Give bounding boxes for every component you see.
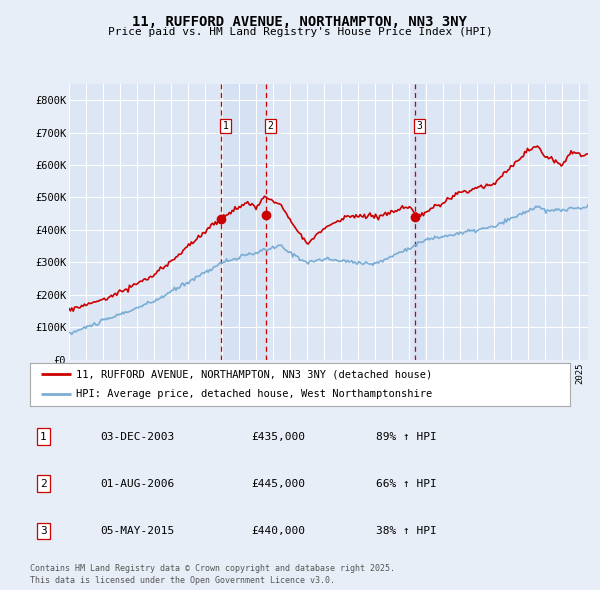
Text: £435,000: £435,000 — [251, 432, 305, 441]
Text: 05-MAY-2015: 05-MAY-2015 — [100, 526, 175, 536]
Text: 2: 2 — [268, 121, 274, 131]
Text: Price paid vs. HM Land Registry's House Price Index (HPI): Price paid vs. HM Land Registry's House … — [107, 27, 493, 37]
Text: 1: 1 — [40, 432, 47, 441]
Text: HPI: Average price, detached house, West Northamptonshire: HPI: Average price, detached house, West… — [76, 389, 432, 399]
Text: 03-DEC-2003: 03-DEC-2003 — [100, 432, 175, 441]
Text: 11, RUFFORD AVENUE, NORTHAMPTON, NN3 3NY: 11, RUFFORD AVENUE, NORTHAMPTON, NN3 3NY — [133, 15, 467, 29]
Text: 11, RUFFORD AVENUE, NORTHAMPTON, NN3 3NY (detached house): 11, RUFFORD AVENUE, NORTHAMPTON, NN3 3NY… — [76, 369, 432, 379]
Text: 3: 3 — [40, 526, 47, 536]
Bar — [414, 84, 423, 360]
Text: 66% ↑ HPI: 66% ↑ HPI — [376, 479, 436, 489]
Text: 01-AUG-2006: 01-AUG-2006 — [100, 479, 175, 489]
Text: Contains HM Land Registry data © Crown copyright and database right 2025.
This d: Contains HM Land Registry data © Crown c… — [30, 564, 395, 585]
Bar — [221, 84, 266, 360]
Text: 1: 1 — [223, 121, 229, 131]
Text: £445,000: £445,000 — [251, 479, 305, 489]
Text: 38% ↑ HPI: 38% ↑ HPI — [376, 526, 436, 536]
Text: 2: 2 — [40, 479, 47, 489]
Text: £440,000: £440,000 — [251, 526, 305, 536]
Text: 3: 3 — [417, 121, 422, 131]
Text: 89% ↑ HPI: 89% ↑ HPI — [376, 432, 436, 441]
